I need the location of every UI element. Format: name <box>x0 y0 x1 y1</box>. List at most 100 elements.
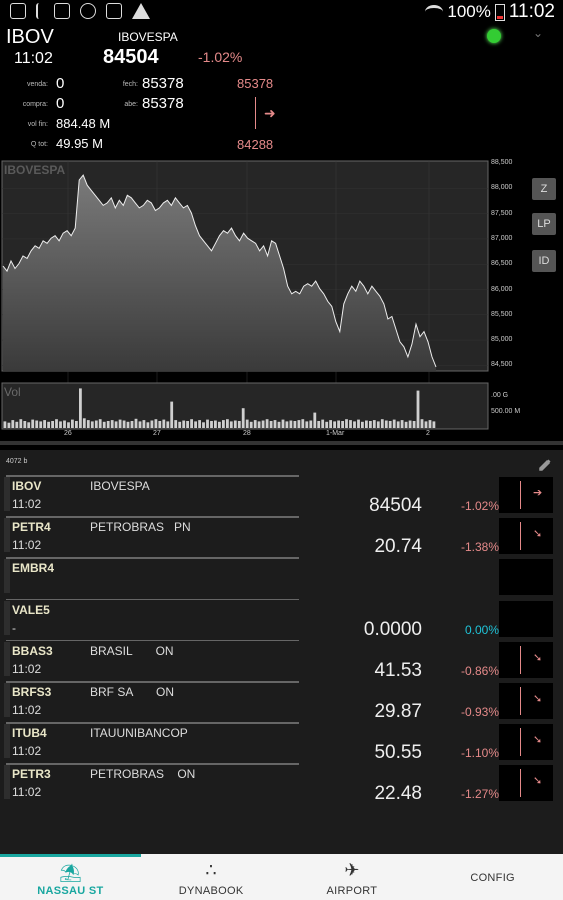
row-time: 11:02 <box>12 497 42 511</box>
volume-bar <box>19 419 23 428</box>
arrow-down-right-icon: ➘ <box>533 734 543 747</box>
volume-bar <box>412 421 416 428</box>
volume-bar <box>194 421 197 428</box>
volume-bar <box>182 420 186 428</box>
volume-bar <box>325 421 329 428</box>
volume-bar <box>15 421 19 428</box>
row-mini-chart <box>499 477 553 513</box>
row-divider <box>6 763 299 765</box>
list-item[interactable]: PETR3 11:02 PETROBRAS ON 22.48 -1.27% ➘ <box>0 765 563 806</box>
nav-dynabook[interactable]: ∴ DYNABOOK <box>141 854 282 900</box>
zoom-button[interactable]: Z <box>532 178 556 200</box>
row-price: 84504 <box>369 495 422 516</box>
quote-time: 11:02 <box>14 50 53 67</box>
venda-label: venda: <box>26 81 48 88</box>
nav-label: AIRPORT <box>326 885 378 897</box>
x-tick-1: 27 <box>153 430 161 437</box>
row-price: 22.48 <box>374 783 422 805</box>
volume-bar <box>265 419 269 428</box>
volume-bar <box>277 421 281 428</box>
y-tick-6: 85,500 <box>491 310 513 318</box>
volume-bar <box>392 419 396 428</box>
volume-bar <box>86 420 90 428</box>
nav-nassau-st[interactable]: ⛱ NASSAU ST <box>0 854 141 900</box>
abe-value: 85378 <box>142 95 184 112</box>
battery-icon <box>494 3 505 21</box>
row-side-bar <box>4 765 10 800</box>
volume-bar <box>75 421 78 428</box>
y-tick-5: 86,000 <box>491 285 513 293</box>
status-bar: 100% 11:02 <box>0 0 563 24</box>
y-tick-2: 87,500 <box>491 209 513 217</box>
volume-bar <box>190 419 193 428</box>
battery-percent: 100% <box>447 2 491 21</box>
row-change: -1.02% <box>460 499 499 513</box>
volume-bar <box>400 420 404 428</box>
volume-bar <box>39 421 43 428</box>
row-side-bar <box>4 559 10 594</box>
image-icon <box>10 3 26 19</box>
row-mini-chart <box>499 683 553 719</box>
volume-bar <box>341 421 344 428</box>
nav-config[interactable]: CONFIG <box>422 854 563 900</box>
list-item[interactable]: VALE5 - 0.0000 0.00% <box>0 600 563 642</box>
trend-arrow-icon: ➜ <box>264 105 276 121</box>
list-header: 4072 b <box>6 458 28 465</box>
volume-bar <box>321 419 325 428</box>
arrow-right-icon: ➔ <box>533 487 543 499</box>
volume-bar <box>349 420 352 428</box>
price-area <box>3 175 436 371</box>
list-item[interactable]: ITUB4 11:02 ITAUUNIBANCOP 50.55 -1.10% ➘ <box>0 724 563 765</box>
chart-canvas <box>1 160 489 430</box>
quote-header: IBOV 11:02 IBOVESPA 84504 -1.02% ⌄ venda… <box>0 24 563 159</box>
volume-bar <box>313 412 317 428</box>
lp-button[interactable]: LP <box>532 213 556 235</box>
notification-icons <box>10 3 150 19</box>
volume-bar <box>361 421 364 428</box>
price-line <box>2 174 437 368</box>
volume-bar <box>11 420 15 428</box>
volume-bar <box>94 420 98 428</box>
x-tick-3: 1-Mar <box>326 430 345 437</box>
list-item[interactable]: EMBR4 <box>0 559 563 600</box>
volume-bar <box>59 421 62 428</box>
list-item[interactable]: BRFS3 11:02 BRF SA ON 29.87 -0.93% ➘ <box>0 683 563 724</box>
row-mini-chart <box>499 641 553 678</box>
row-code: ITUB4 <box>12 726 47 741</box>
nav-airport[interactable]: ✈ AIRPORT <box>282 854 423 900</box>
pencil-icon[interactable] <box>538 458 552 472</box>
volume-bar <box>380 419 384 428</box>
usb-icon <box>36 3 44 19</box>
chevron-down-icon[interactable]: ⌄ <box>533 26 544 40</box>
volume-bar <box>162 419 166 428</box>
volume-bar <box>329 420 332 428</box>
list-item[interactable]: IBOV 11:02 IBOVESPA 84504 -1.02% ➔ <box>0 477 563 518</box>
volume-bar <box>416 390 420 428</box>
list-item[interactable]: BBAS3 11:02 BRASIL ON 41.53 -0.86% ➘ <box>0 641 563 683</box>
volume-bar <box>63 420 66 428</box>
volume-bar <box>106 421 110 428</box>
gplus-icon <box>54 3 70 19</box>
row-side-bar <box>4 641 10 676</box>
row-code: EMBR4 <box>12 561 55 576</box>
row-time: 11:02 <box>12 661 42 676</box>
volume-bar <box>138 421 142 428</box>
volume-bar <box>249 421 253 428</box>
volume-bar <box>71 419 74 428</box>
nav-label: NASSAU ST <box>37 885 104 897</box>
airplane-icon: ✈ <box>344 860 360 880</box>
volume-bar <box>333 421 336 428</box>
row-divider <box>6 639 299 642</box>
list-item[interactable]: PETR4 11:02 PETROBRAS PN 20.74 -1.38% ➘ <box>0 518 563 559</box>
volume-bar <box>43 420 46 428</box>
compra-value: 0 <box>56 95 65 112</box>
volume-bar <box>114 421 118 428</box>
volume-bar <box>158 421 162 428</box>
price-chart[interactable]: IBOVESPA Vol 88,500 88,000 87,500 87,000 86,… <box>0 159 563 437</box>
volume-bar <box>7 422 11 428</box>
mini-range-bar <box>520 728 526 757</box>
volume-bar <box>98 419 102 428</box>
volume-bar <box>297 420 301 428</box>
id-button[interactable]: ID <box>532 250 556 272</box>
volume-bars <box>3 388 436 428</box>
